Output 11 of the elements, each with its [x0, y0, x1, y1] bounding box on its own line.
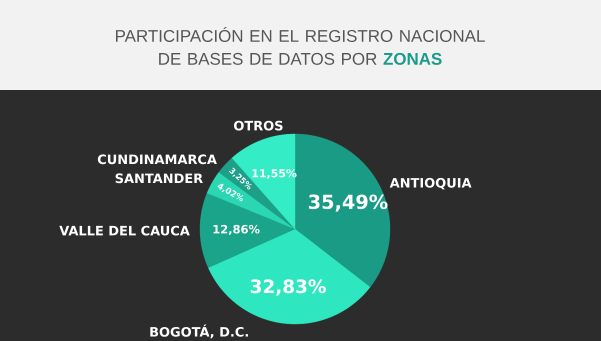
- slice-label: CUNDINAMARCA: [98, 154, 217, 164]
- slice-label: OTROS: [234, 120, 283, 131]
- data-label: 12,86%: [214, 224, 260, 235]
- slice-label: ANTIOQUIA: [390, 178, 472, 190]
- chart-title: PARTICIPACIÓN EN EL REGISTRO NACIONAL DE BASES DE DATOS POR ZONAS: [116, 27, 485, 65]
- slice-label: BOGOTÁ, D.C.: [150, 324, 248, 338]
- data-label: 35,49%: [308, 194, 388, 212]
- slice-label: VALLE DEL CAUCA: [59, 226, 190, 236]
- slice-label: SANTANDER: [116, 173, 203, 184]
- data-label: 32,83%: [250, 279, 326, 296]
- data-label: 11,55%: [252, 169, 297, 179]
